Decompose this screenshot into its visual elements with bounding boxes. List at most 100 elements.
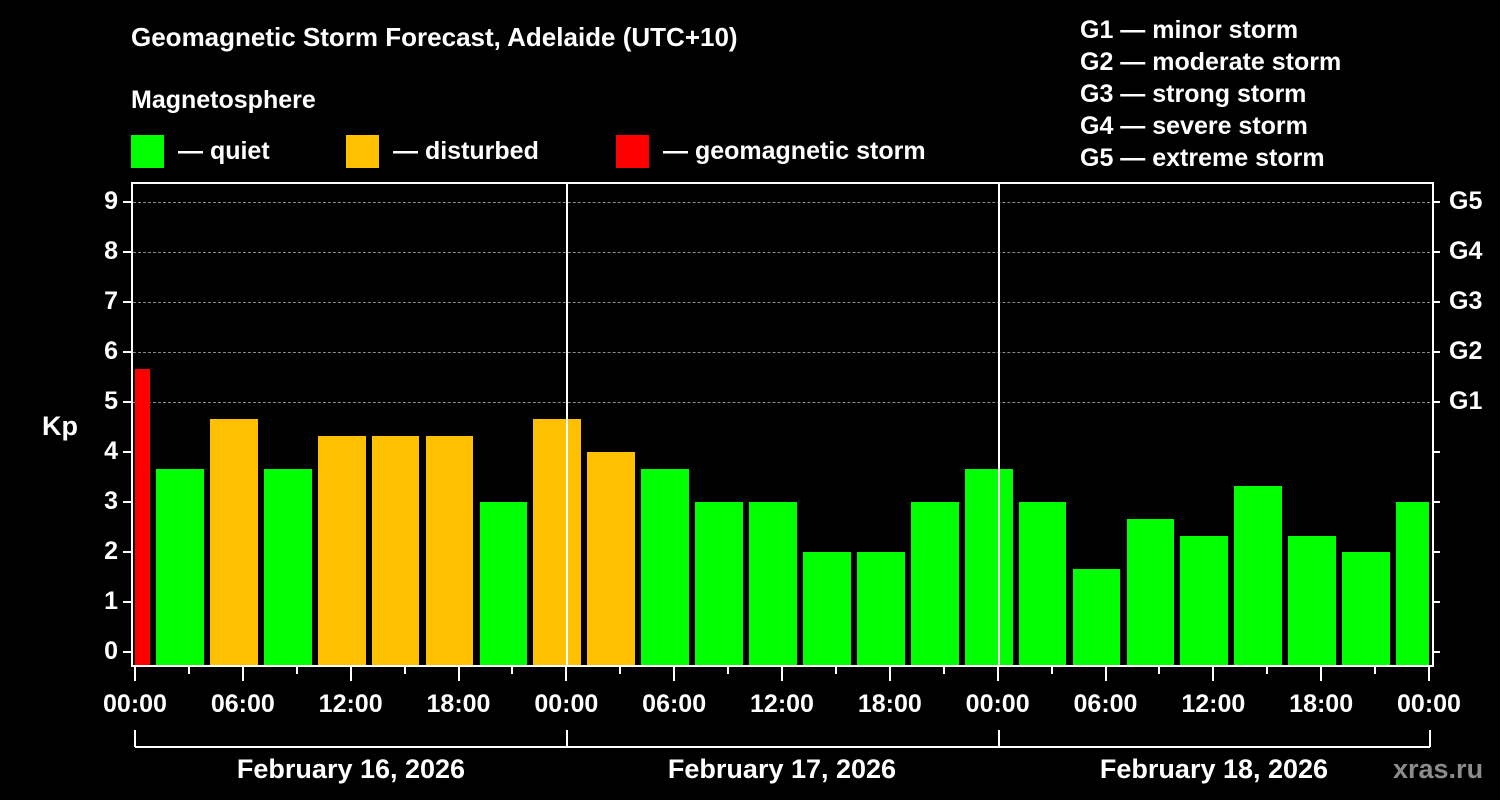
date-label-feb17: February 17, 2026 [667,754,897,784]
kp-bar-quiet [1396,502,1429,665]
x-tick-minor [511,667,514,674]
legend-swatch-disturbed [346,134,379,168]
x-tick-label: 00:00 [534,690,599,718]
g-axis-tick [1432,451,1440,453]
g-scale-label-g1: G1 [1449,387,1483,415]
g-legend-g2: G2 — moderate storm [1080,48,1342,76]
day-divider-feb18 [998,182,1000,665]
x-tick-major [1320,667,1323,681]
x-tick-major [1428,667,1430,681]
x-tick-major [457,667,460,681]
x-tick-major [349,667,352,681]
kp-bar-disturbed [587,452,636,665]
y-tick [123,401,131,403]
legend-item-quiet: — quiet [131,134,270,168]
legend-swatch-quiet [131,134,164,168]
x-tick-minor [942,667,945,674]
x-tick-minor [1374,667,1377,674]
x-tick-label: 06:00 [642,690,707,718]
y-tick-label: 2 [104,537,118,565]
x-tick-minor [619,667,622,674]
x-tick-major [996,667,999,681]
kp-bar-quiet [856,552,905,665]
x-tick-label: 06:00 [210,690,275,718]
x-tick-major [241,667,244,681]
x-tick-label: 12:00 [1181,690,1246,718]
x-tick-minor [295,667,298,674]
g-axis-tick [1432,251,1440,253]
y-tick [123,301,131,303]
g-scale-legend: G1 — minor storm G2 — moderate storm G3 … [1080,14,1341,174]
g-legend-g5: G5 — extreme storm [1080,144,1325,172]
g-scale-label-g4: G4 [1449,237,1483,265]
y-tick [123,451,131,453]
kp-bar-quiet [156,468,204,665]
x-tick-major [781,667,783,681]
x-tick-minor [187,667,190,674]
y-tick [123,501,131,503]
x-tick-minor [1050,667,1053,674]
kp-bar-quiet [1288,535,1337,665]
y-tick [123,551,131,553]
x-tick-major [888,667,891,681]
legend-label-quiet: — quiet [178,136,270,165]
x-tick-label: 00:00 [103,690,167,718]
x-tick-major [134,667,136,681]
legend-item-disturbed: — disturbed [346,134,539,168]
kp-bar-quiet [964,468,1013,665]
kp-bar-quiet [1126,518,1175,665]
kp-bar-disturbed [209,418,258,665]
y-tick-label: 3 [104,487,118,515]
legend-label-storm: — geomagnetic storm [663,136,926,165]
g-legend-g3: G3 — strong storm [1080,80,1307,108]
y-tick [123,251,131,253]
kp-bar-quiet [1234,485,1283,665]
g-axis-tick [1432,601,1440,603]
day-divider-feb17 [566,182,568,665]
gridline-kp-6 [133,352,1430,353]
legend-label-disturbed: — disturbed [393,136,539,165]
kp-bar-quiet [641,468,690,665]
g-axis-tick [1432,301,1440,303]
y-tick [123,651,131,653]
kp-bar-quiet [749,502,797,665]
kp-bar-disturbed [317,435,366,665]
y-tick-label: 0 [104,637,118,665]
legend-item-storm: — geomagnetic storm [616,134,926,168]
date-label-feb18: February 18, 2026 [1099,754,1329,784]
g-legend-g1: G1 — minor storm [1080,16,1299,44]
x-tick-major [1212,667,1215,681]
date-bracket-tick [998,730,1000,747]
x-tick-major [565,667,568,681]
date-bracket-tick [566,730,568,747]
date-bracket-tick [134,730,136,747]
g-axis-tick [1432,501,1440,503]
watermark: xras.ru [1393,754,1484,784]
x-tick-label: 18:00 [1289,690,1354,718]
kp-bar-quiet [1180,535,1229,665]
x-tick-minor [1158,667,1161,674]
x-tick-label: 18:00 [857,690,922,718]
g-axis-tick [1432,351,1440,353]
kp-bar-disturbed [425,435,474,665]
legend-swatch-storm [616,134,649,168]
y-axis-label: Kp [42,411,78,441]
kp-bar-quiet [1342,552,1390,665]
y-tick-label: 9 [104,187,118,215]
x-axis-line [131,665,1432,667]
g-scale-label-g3: G3 [1449,287,1483,315]
x-tick-minor [727,667,730,674]
x-tick-minor [403,667,406,674]
x-tick-label: 12:00 [750,690,814,718]
gridline-kp-8 [133,252,1430,253]
date-bracket-tick [1429,730,1431,747]
x-tick-label: 00:00 [1397,690,1461,718]
g-scale-label-g2: G2 [1449,337,1483,365]
plot-area [131,182,1434,667]
kp-bar-quiet [1018,502,1067,665]
y-tick-label: 1 [104,587,118,615]
y-tick-label: 5 [104,387,118,415]
kp-bar-quiet [479,502,528,665]
chart-subtitle: Magnetosphere [131,86,316,114]
kp-bar-disturbed [371,435,420,665]
